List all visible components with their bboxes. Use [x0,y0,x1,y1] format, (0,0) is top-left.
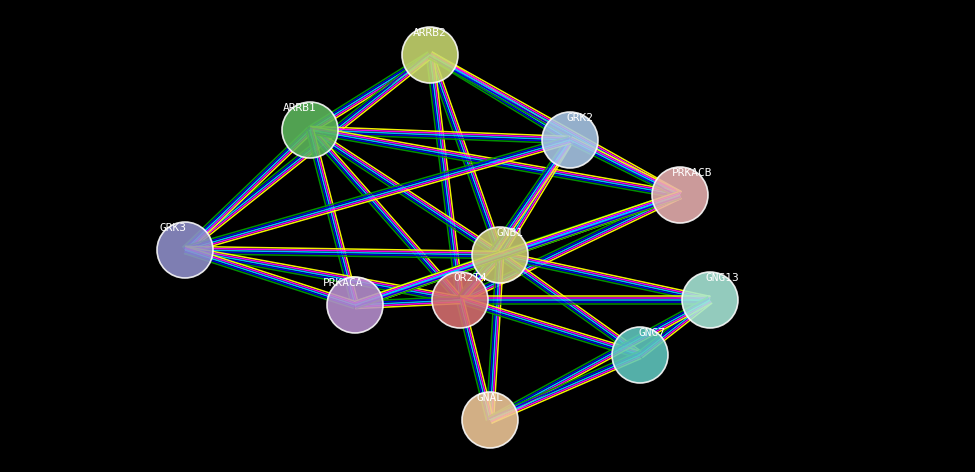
Circle shape [282,102,338,158]
Circle shape [402,27,458,83]
Text: ARRB1: ARRB1 [283,103,317,113]
Circle shape [542,112,598,168]
Text: GNB1: GNB1 [496,228,524,238]
Text: GNG7: GNG7 [639,328,666,338]
Text: GRK2: GRK2 [566,113,594,123]
Circle shape [472,227,528,283]
Circle shape [157,222,213,278]
Circle shape [327,277,383,333]
Circle shape [612,327,668,383]
Text: ARRB2: ARRB2 [413,28,447,38]
Text: GNG13: GNG13 [705,273,739,283]
Circle shape [652,167,708,223]
Circle shape [462,392,518,448]
Text: GNAL: GNAL [477,393,503,403]
Text: PRKACB: PRKACB [672,168,713,178]
Text: OR2T4: OR2T4 [453,273,487,283]
Text: GRK3: GRK3 [160,223,186,233]
Circle shape [432,272,488,328]
Circle shape [682,272,738,328]
Text: PRKACA: PRKACA [323,278,364,288]
